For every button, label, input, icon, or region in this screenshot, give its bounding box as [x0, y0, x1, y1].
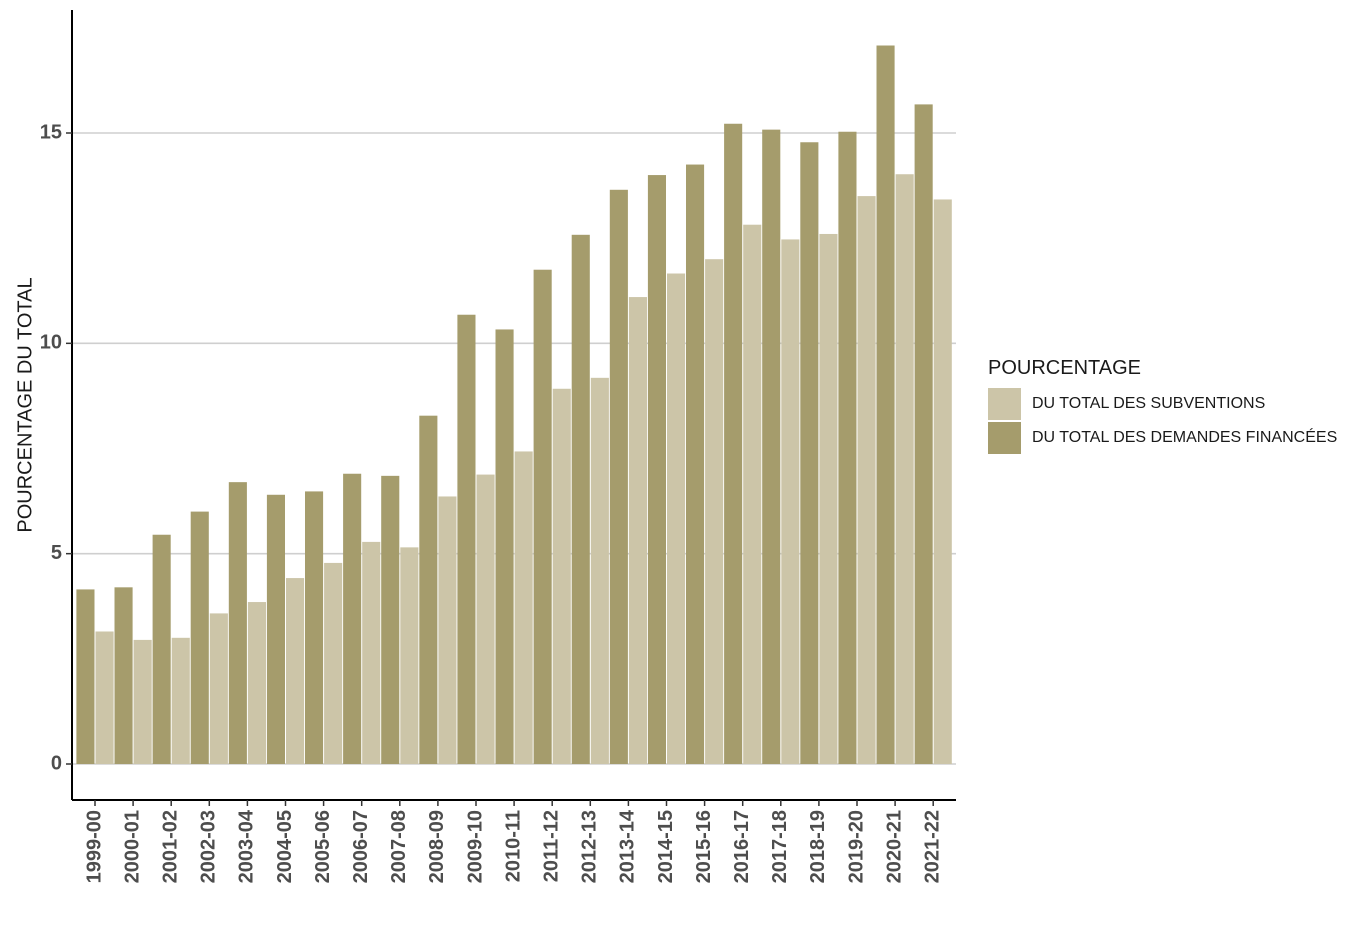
x-tick-label-19: 2018-19	[807, 810, 829, 883]
bar-subventions-2018-19	[819, 233, 838, 764]
bar-demandes-2005-06	[305, 491, 324, 764]
legend-label-0: DU TOTAL DES SUBVENTIONS	[1032, 395, 1265, 412]
y-tick-labels: 0 5 10 15	[40, 121, 72, 774]
y-tick-label-3: 15	[40, 121, 62, 143]
bar-subventions-2002-03	[209, 613, 228, 764]
x-tick-label-5: 2004-05	[274, 810, 296, 883]
bar-subventions-2014-15	[667, 273, 686, 764]
bar-demandes-2001-02	[152, 534, 171, 764]
bar-subventions-2005-06	[324, 562, 343, 764]
bar-demandes-2009-10	[457, 314, 476, 764]
bar-subventions-2007-08	[400, 547, 419, 764]
y-tick-label-2: 10	[40, 332, 62, 354]
bar-subventions-2011-12	[552, 388, 571, 764]
bar-subventions-2017-18	[781, 239, 800, 765]
legend-items: DU TOTAL DES SUBVENTIONS DU TOTAL DES DEM…	[988, 388, 1337, 454]
bar-subventions-2000-01	[133, 639, 152, 764]
y-tick-label-0: 0	[51, 752, 62, 774]
x-tick-labels: 1999-00 2000-01 2001-02 2002-03 2003-04 2004-…	[83, 800, 943, 883]
bar-demandes-2016-17	[724, 123, 743, 764]
x-tick-label-22: 2021-22	[921, 810, 943, 883]
bar-demandes-2002-03	[190, 511, 209, 764]
bar-subventions-2012-13	[590, 377, 609, 764]
bar-subventions-2015-16	[705, 259, 724, 764]
bar-demandes-2011-12	[533, 269, 552, 764]
x-tick-label-20: 2019-20	[845, 810, 867, 883]
bar-subventions-2021-22	[933, 199, 952, 764]
bar-demandes-2017-18	[762, 129, 781, 765]
x-tick-label-21: 2020-21	[883, 810, 905, 883]
x-tick-label-0: 1999-00	[83, 810, 105, 883]
bar-subventions-2009-10	[476, 474, 495, 764]
bar-demandes-2000-01	[114, 587, 133, 764]
bar-demandes-1999-00	[76, 589, 95, 764]
bar-subventions-1999-00	[95, 631, 114, 764]
y-axis-title: POURCENTAGE DU TOTAL	[14, 277, 36, 532]
x-tick-label-13: 2012-13	[579, 810, 601, 883]
x-tick-label-15: 2014-15	[655, 810, 677, 883]
legend-swatch-1	[988, 422, 1021, 454]
x-tick-label-1: 2000-01	[121, 810, 143, 883]
legend-swatch-0	[988, 388, 1021, 420]
x-tick-label-11: 2010-11	[502, 810, 524, 882]
bar-demandes-2015-16	[686, 164, 705, 765]
x-tick-label-4: 2003-04	[236, 809, 258, 883]
bar-demandes-2019-20	[838, 131, 857, 764]
bar-subventions-2006-07	[362, 541, 381, 764]
bar-subventions-2016-17	[743, 224, 762, 765]
legend-label-1: DU TOTAL DES DEMANDES FINANCÉES	[1032, 427, 1337, 446]
bar-subventions-2001-02	[171, 637, 190, 764]
bar-demandes-2007-08	[381, 475, 400, 764]
bars	[76, 45, 952, 765]
x-tick-label-18: 2017-18	[769, 810, 791, 883]
bar-demandes-2006-07	[343, 473, 362, 764]
x-tick-label-7: 2006-07	[350, 810, 372, 883]
x-tick-label-12: 2011-12	[540, 810, 562, 882]
x-tick-label-17: 2016-17	[731, 810, 753, 883]
bar-demandes-2004-05	[266, 494, 285, 764]
bar-subventions-2003-04	[247, 602, 266, 764]
bar-subventions-2020-21	[895, 174, 914, 764]
bar-demandes-2020-21	[876, 45, 895, 764]
bar-demandes-2012-13	[571, 234, 590, 764]
bar-demandes-2010-11	[495, 329, 514, 764]
x-tick-label-2: 2001-02	[159, 810, 181, 883]
x-tick-label-10: 2009-10	[464, 810, 486, 883]
x-tick-label-14: 2013-14	[617, 809, 639, 883]
x-tick-label-16: 2015-16	[693, 810, 715, 883]
x-tick-label-9: 2008-09	[426, 810, 448, 883]
bar-demandes-2003-04	[228, 482, 247, 764]
bar-demandes-2013-14	[609, 189, 628, 765]
bar-demandes-2018-19	[800, 142, 819, 765]
bar-subventions-2019-20	[857, 196, 876, 765]
bar-subventions-2010-11	[514, 451, 533, 764]
bar-subventions-2004-05	[286, 578, 305, 764]
y-tick-label-1: 5	[51, 542, 62, 564]
bar-demandes-2008-09	[419, 415, 438, 764]
bar-demandes-2021-22	[914, 104, 933, 765]
bar-subventions-2013-14	[628, 297, 647, 764]
legend-title: POURCENTAGE	[988, 357, 1141, 379]
x-tick-label-3: 2002-03	[198, 810, 220, 883]
x-tick-label-8: 2007-08	[388, 810, 410, 883]
bar-demandes-2014-15	[647, 175, 666, 765]
bar-subventions-2008-09	[438, 496, 457, 764]
x-tick-label-6: 2005-06	[312, 810, 334, 883]
